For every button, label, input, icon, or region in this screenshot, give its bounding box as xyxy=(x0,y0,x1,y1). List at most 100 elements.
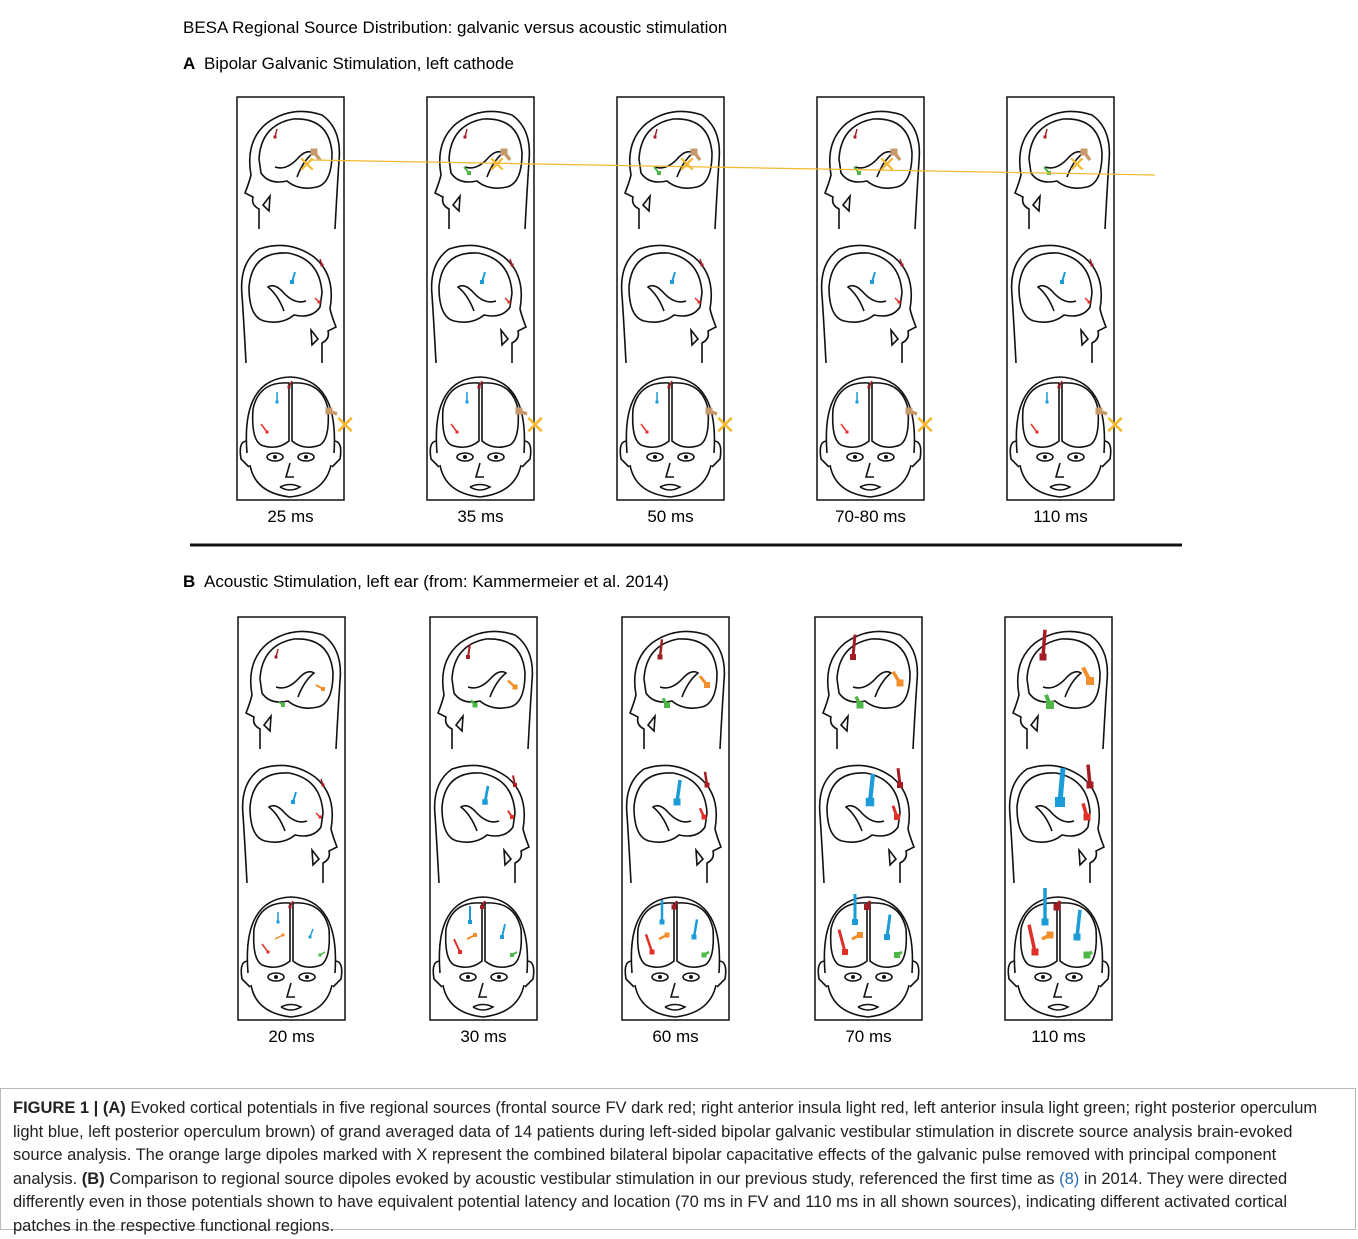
x-mark: ✕ xyxy=(914,410,936,440)
dipole-source xyxy=(864,904,870,910)
panel: 70 ms xyxy=(815,617,922,1046)
figure-label: FIGURE 1 | xyxy=(13,1099,98,1117)
head-side xyxy=(245,111,339,229)
panel: 110 ms xyxy=(1005,617,1112,1046)
dipole-source xyxy=(898,301,901,304)
dipole-source xyxy=(1047,932,1054,939)
dipole-source xyxy=(266,431,269,434)
dipole-source xyxy=(318,301,321,304)
panel-title: Acoustic Stimulation, left ear (from: Ka… xyxy=(204,572,669,591)
time-label: 20 ms xyxy=(268,1027,314,1046)
dipole-source xyxy=(706,408,713,415)
panel: 60 ms xyxy=(622,617,729,1046)
dipole xyxy=(839,930,845,952)
dipole-source xyxy=(322,784,325,787)
time-label: 30 ms xyxy=(460,1027,506,1046)
dipole-source xyxy=(1058,386,1061,389)
panel: ✕✕110 ms xyxy=(1007,97,1126,526)
dipole-source xyxy=(654,136,657,139)
time-label: 25 ms xyxy=(267,507,313,526)
head-side xyxy=(1013,631,1107,749)
time-label: 110 ms xyxy=(1033,507,1088,526)
dipole-source xyxy=(473,703,478,708)
dipole-source xyxy=(274,136,277,139)
dipole-source xyxy=(482,799,488,805)
dipole-source xyxy=(513,783,517,787)
dipole-source xyxy=(894,952,900,958)
head-front xyxy=(240,377,341,497)
dipole xyxy=(646,934,652,952)
dipole-source xyxy=(1044,136,1047,139)
dipole-source xyxy=(658,655,663,660)
caption: FIGURE 1 | (A) Evoked cortical potential… xyxy=(0,1088,1356,1230)
dipole-source xyxy=(1032,949,1039,956)
dipole-source xyxy=(894,814,900,820)
head-front xyxy=(818,897,919,1017)
head-front xyxy=(241,897,342,1017)
dipole xyxy=(887,915,890,937)
dipole-source xyxy=(884,934,890,940)
dipole-source xyxy=(1086,677,1094,685)
dipole-source xyxy=(473,933,477,937)
dipole-source xyxy=(846,431,849,434)
dipole-source xyxy=(674,799,681,806)
dipole-source xyxy=(701,264,704,267)
dipole-source xyxy=(857,702,864,709)
dipole-source xyxy=(705,783,710,788)
dipole-source xyxy=(866,798,875,807)
dipole-source xyxy=(478,386,481,389)
dipole-source xyxy=(467,171,471,175)
dipole-source xyxy=(856,401,859,404)
dipole-source xyxy=(1040,654,1047,661)
dipole-source xyxy=(321,264,324,267)
head-side xyxy=(1015,111,1109,229)
dipole-source xyxy=(281,703,285,707)
dipole-source xyxy=(665,933,670,938)
head-front xyxy=(625,897,726,1017)
figure: BESA Regional Source Distribution: galva… xyxy=(0,0,1358,1085)
dipole-source xyxy=(1087,782,1094,789)
dipole-source xyxy=(656,401,659,404)
dipole-source xyxy=(458,950,462,954)
dipole-source xyxy=(868,386,871,389)
time-label: 110 ms xyxy=(1031,1027,1086,1046)
dipole-source xyxy=(870,280,874,284)
dipole-source xyxy=(852,919,858,925)
time-label: 50 ms xyxy=(647,507,693,526)
dipole-source xyxy=(857,932,863,938)
dipole-source xyxy=(468,920,472,924)
dipole-source xyxy=(1074,934,1081,941)
dipole-source xyxy=(319,816,322,819)
dipole-source xyxy=(288,386,291,389)
dipole-source xyxy=(704,682,710,688)
dipole-source xyxy=(1036,431,1039,434)
dipole-source xyxy=(1084,814,1091,821)
head-front xyxy=(620,377,721,497)
x-mark: ✕ xyxy=(878,152,896,177)
dipole xyxy=(660,639,662,657)
dipole-source xyxy=(664,702,670,708)
dipole-source xyxy=(466,401,469,404)
dipole xyxy=(853,635,855,657)
head-front xyxy=(430,377,531,497)
panel: ✕✕70-80 ms xyxy=(817,97,936,526)
dipole-source xyxy=(1060,280,1064,284)
x-mark: ✕ xyxy=(714,410,736,440)
x-mark: ✕ xyxy=(1104,410,1126,440)
dipole-source xyxy=(516,408,523,415)
dipole-source xyxy=(850,654,856,660)
page: BESA Regional Source Distribution: galva… xyxy=(0,0,1358,1227)
dipole-source xyxy=(897,782,903,788)
dipole-source xyxy=(282,934,285,937)
dipole-source xyxy=(511,264,514,267)
dipole-source xyxy=(466,655,470,659)
head-side xyxy=(438,631,532,749)
dipole-source xyxy=(857,171,861,175)
dipole-source xyxy=(510,815,514,819)
caption-label: (A) xyxy=(103,1099,126,1117)
panel: 20 ms xyxy=(238,617,345,1046)
dipole-source xyxy=(1091,264,1094,267)
dipole-source xyxy=(289,906,292,909)
reference[interactable]: (8) xyxy=(1059,1170,1079,1188)
dipole-source xyxy=(321,687,325,691)
